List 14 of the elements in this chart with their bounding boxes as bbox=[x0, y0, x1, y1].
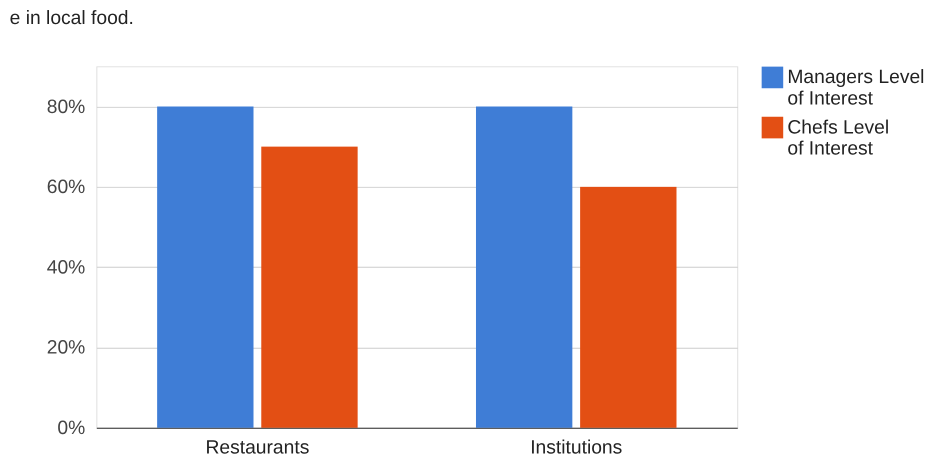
y-tick-label: 60% bbox=[46, 177, 86, 198]
bar bbox=[476, 106, 572, 428]
legend-label: Chefs Level of Interest bbox=[787, 117, 890, 160]
legend-label: Managers Level of Interest bbox=[787, 67, 924, 110]
y-tick-label: 0% bbox=[57, 418, 86, 440]
bar bbox=[261, 146, 358, 428]
x-tick-label: Institutions bbox=[530, 437, 622, 458]
x-tick-label: Restaurants bbox=[205, 437, 310, 458]
bar bbox=[580, 186, 676, 428]
y-tick-label: 20% bbox=[46, 338, 86, 359]
chart-title: e in local food. bbox=[10, 8, 134, 29]
y-tick-label: 40% bbox=[46, 257, 86, 278]
y-tick-label: 80% bbox=[46, 96, 86, 118]
bar bbox=[157, 106, 254, 428]
